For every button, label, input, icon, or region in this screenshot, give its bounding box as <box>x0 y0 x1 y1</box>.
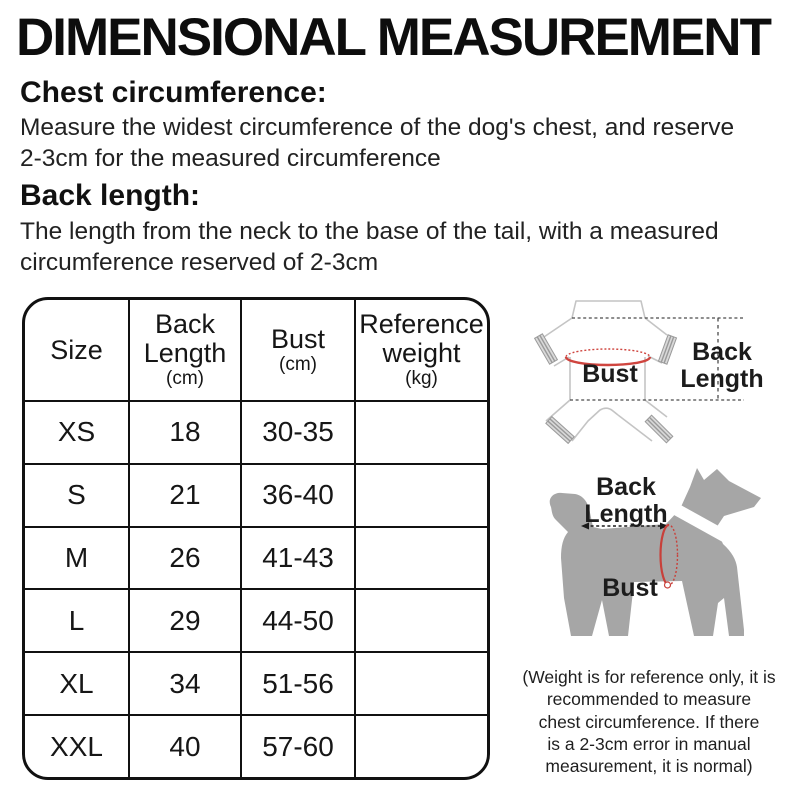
column-header-size: Size <box>50 334 103 365</box>
text-line: 2-3cm for the measured circumference <box>20 145 441 172</box>
table-cell-back-length: 18 <box>128 400 240 463</box>
table-cell-weight <box>354 651 487 715</box>
note-line: is a 2-3cm error in manual <box>547 733 751 754</box>
dog-back-length-label: Back Length <box>584 473 668 528</box>
back-length-text: The length from the neck to the base of … <box>20 216 719 278</box>
table-cell-bust: 30-35 <box>240 400 354 463</box>
back-length-dashed-line <box>581 522 668 530</box>
table-cell-back-length: 21 <box>128 462 240 526</box>
table-cell-bust: 57-60 <box>240 714 354 777</box>
table-cell-weight <box>354 525 487 589</box>
column-header-back-length: Back Length (cm) <box>128 300 240 400</box>
text-line: Measure the widest circumference of the … <box>20 114 735 141</box>
dog-silhouette <box>549 468 761 636</box>
note-line: measurement, it is normal) <box>545 756 753 777</box>
garment-bust-label: Bust <box>582 360 638 388</box>
table-cell-size: M <box>25 525 128 589</box>
table-cell-size: XXL <box>25 714 128 777</box>
text-line: The length from the neck to the base of … <box>20 218 719 245</box>
size-table: Size Back Length (cm) Bust (cm) Referenc… <box>22 297 490 780</box>
table-cell-size: S <box>25 462 128 526</box>
table-cell-weight <box>354 714 487 777</box>
table-cell-bust: 44-50 <box>240 588 354 652</box>
dog-bust-label: Bust <box>602 574 658 602</box>
weight-disclaimer-note: (Weight is for reference only, it is rec… <box>498 666 800 777</box>
table-cell-bust: 41-43 <box>240 525 354 589</box>
chest-circumference-text: Measure the widest circumference of the … <box>20 112 734 174</box>
note-line: (Weight is for reference only, it is <box>522 667 776 687</box>
table-cell-back-length: 40 <box>128 714 240 777</box>
back-length-heading: Back length: <box>20 179 201 212</box>
table-cell-bust: 36-40 <box>240 462 354 526</box>
table-cell-weight <box>354 462 487 526</box>
collar-band <box>666 500 732 544</box>
dog-bust-ellipse <box>659 523 679 589</box>
garment-outline <box>537 300 668 442</box>
note-line: recommended to measure <box>546 689 752 710</box>
page-title: DIMENSIONAL MEASUREMENT <box>16 8 772 67</box>
table-cell-back-length: 26 <box>128 525 240 589</box>
cuff-stripes <box>533 333 678 445</box>
table-cell-back-length: 29 <box>128 588 240 652</box>
table-cell-size: XL <box>25 651 128 714</box>
garment-flat-diagram <box>533 300 744 445</box>
dog-silhouette-diagram <box>549 468 761 636</box>
column-header-bust: Bust (cm) <box>240 300 354 400</box>
bust-ellipse <box>564 348 652 367</box>
text-line: circumference reserved of 2-3cm <box>20 249 379 276</box>
table-cell-weight <box>354 588 487 652</box>
table-cell-back-length: 34 <box>128 651 240 715</box>
note-line: chest circumference. If there <box>538 711 760 732</box>
chest-circumference-heading: Chest circumference: <box>20 76 327 109</box>
garment-back-length-label: Back Length <box>680 338 764 393</box>
column-header-reference-weight: Reference weight (kg) <box>354 300 487 400</box>
back-length-dashed-lines <box>570 317 744 401</box>
table-cell-size: XS <box>25 400 128 463</box>
table-cell-bust: 51-56 <box>240 651 354 715</box>
table-cell-size: L <box>25 588 128 651</box>
table-cell-weight <box>354 400 487 463</box>
